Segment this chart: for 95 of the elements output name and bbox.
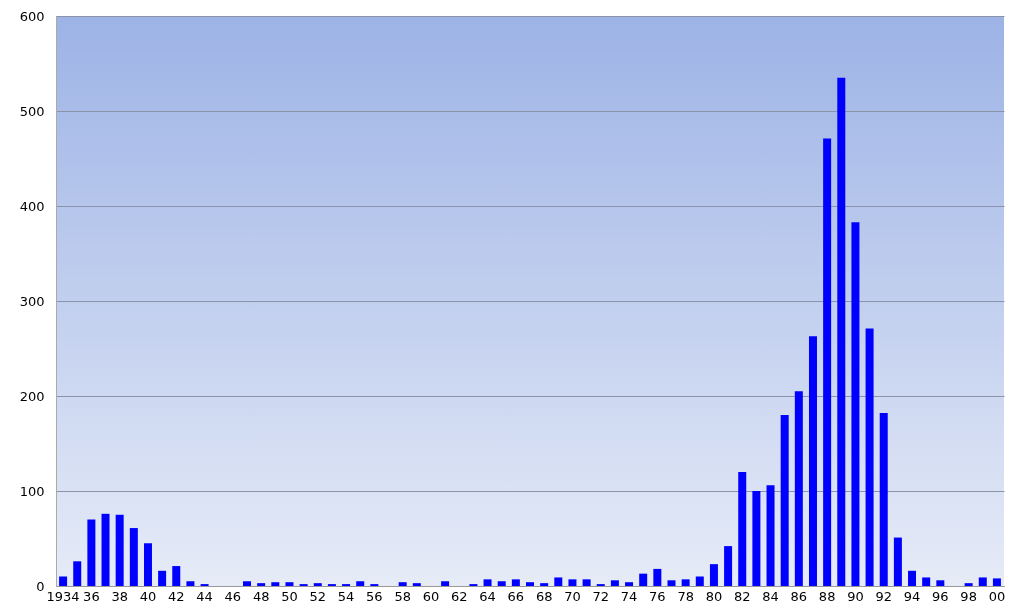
bar: [115, 514, 124, 586]
x-tick-label: 46: [224, 588, 242, 604]
bar: [823, 138, 832, 586]
x-tick-label: 96: [932, 588, 949, 604]
x-tick-label: 98: [960, 588, 977, 604]
x-tick-label: 86: [790, 588, 808, 604]
bar: [143, 543, 152, 586]
bar: [808, 336, 817, 586]
x-tick-label: 78: [677, 588, 694, 604]
bar: [978, 577, 987, 586]
x-tick-label: 82: [733, 588, 751, 604]
bar: [964, 583, 973, 586]
bar: [625, 582, 634, 586]
x-tick-label: 52: [309, 588, 327, 604]
bar: [172, 566, 181, 586]
y-tick-label: 500: [19, 103, 45, 119]
bar: [667, 580, 676, 586]
x-tick-label: 92: [875, 588, 892, 604]
bar: [681, 579, 690, 586]
bar: [639, 573, 648, 586]
bar: [865, 328, 874, 586]
y-tick-label: 200: [19, 388, 45, 404]
bar: [271, 582, 280, 586]
x-tick-label: 62: [450, 588, 468, 604]
bar: [653, 568, 662, 586]
x-tick-label: 70: [564, 588, 581, 604]
x-tick-label: 40: [139, 588, 157, 604]
x-tick-label: 38: [111, 588, 128, 604]
bar: [610, 580, 619, 586]
bar: [766, 485, 775, 586]
bar: [738, 472, 747, 586]
x-tick-label: 36: [83, 588, 100, 604]
bar: [59, 576, 68, 586]
bar: [497, 581, 506, 586]
bar: [922, 577, 931, 586]
bar: [129, 528, 138, 586]
y-tick-label: 400: [19, 198, 45, 214]
y-tick-label: 100: [19, 483, 45, 499]
bar: [398, 582, 407, 586]
bar: [851, 222, 860, 586]
bar: [285, 582, 294, 586]
bar: [992, 578, 1001, 586]
bar: [186, 581, 195, 586]
bar: [837, 77, 846, 586]
bar: [936, 580, 945, 586]
bar: [243, 581, 252, 586]
bar: [540, 583, 549, 586]
x-tick-label: 72: [592, 588, 610, 604]
bar: [87, 519, 96, 586]
x-tick-label: 84: [762, 588, 779, 604]
x-tick-label: 66: [507, 588, 525, 604]
x-tick-label: 68: [535, 588, 553, 604]
x-tick-label: 74: [620, 588, 638, 604]
bar: [879, 413, 888, 586]
bar: [582, 579, 591, 586]
bar: [724, 546, 733, 586]
x-tick-label: 64: [479, 588, 496, 604]
x-tick-label: 1934: [46, 588, 80, 604]
bar: [554, 577, 563, 586]
bar: [313, 583, 322, 586]
x-tick-label: 00: [988, 588, 1006, 604]
bar: [356, 581, 365, 586]
bar: [101, 513, 110, 586]
bar: [511, 579, 520, 586]
bar: [908, 570, 917, 586]
x-tick-label: 80: [705, 588, 723, 604]
bar: [695, 576, 704, 586]
bar: [73, 561, 82, 586]
bar: [780, 415, 789, 586]
bar: [752, 491, 761, 586]
x-tick-label: 42: [168, 588, 185, 604]
bar: [483, 579, 492, 586]
bar: [158, 570, 167, 586]
x-tick-label: 50: [281, 588, 298, 604]
y-tick-label: 600: [19, 8, 45, 24]
bar: [794, 391, 803, 586]
x-tick-label: 58: [394, 588, 411, 604]
bar: [893, 537, 902, 586]
x-tick-label: 56: [366, 588, 383, 604]
bar: [526, 582, 534, 586]
x-tick-label: 48: [252, 588, 270, 604]
x-tick-label: 90: [847, 588, 864, 604]
bar: [568, 579, 577, 586]
bar: [257, 583, 266, 586]
bar: [412, 583, 421, 586]
x-tick-label: 60: [422, 588, 440, 604]
x-tick-label: 76: [649, 588, 666, 604]
bar: [441, 581, 450, 586]
y-tick-label: 0: [36, 578, 45, 594]
x-tick-label: 44: [196, 588, 213, 604]
x-tick-label: 54: [337, 588, 355, 604]
x-tick-label: 94: [903, 588, 921, 604]
bar: [709, 564, 718, 586]
y-tick-label: 300: [19, 293, 45, 309]
x-tick-label: 88: [818, 588, 836, 604]
